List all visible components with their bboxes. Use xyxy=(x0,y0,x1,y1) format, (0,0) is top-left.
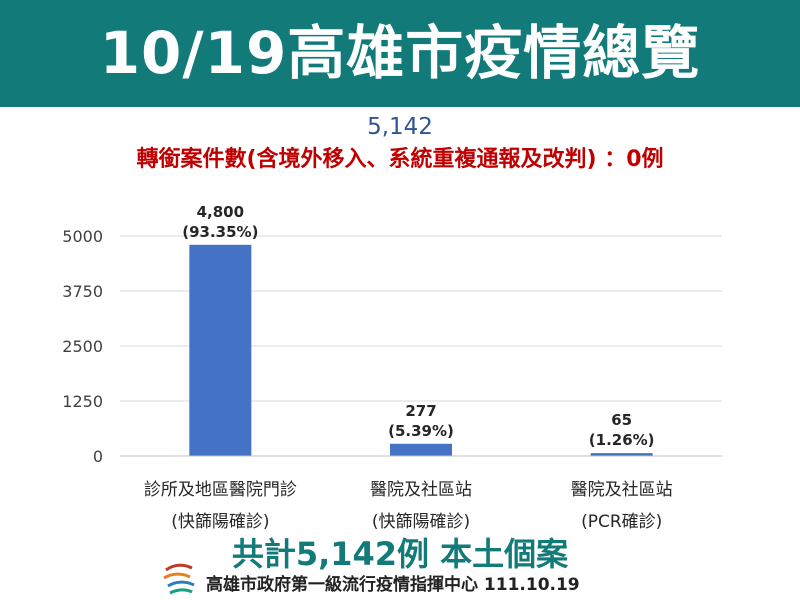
header-banner xyxy=(0,0,800,107)
y-tick-label: 0 xyxy=(93,447,103,466)
footer: 高雄市政府第一級流行疫情指揮中心 111.10.19 xyxy=(0,572,800,598)
bar-value-label: 4,800 xyxy=(197,203,244,221)
y-tick-label: 5000 xyxy=(62,227,103,246)
total-count: 5,142 xyxy=(367,114,433,140)
bar-percent-label: (1.26%) xyxy=(589,431,655,449)
x-category-label: (快篩陽確診) xyxy=(372,512,470,532)
page-title: 10/19高雄市疫情總覽 xyxy=(99,19,701,87)
bar xyxy=(189,244,252,456)
y-tick-label: 2500 xyxy=(62,337,103,356)
bar xyxy=(590,453,653,456)
bar xyxy=(390,443,452,456)
x-category-label: 醫院及社區站 xyxy=(571,480,673,500)
x-category-label: 醫院及社區站 xyxy=(370,480,472,500)
footer-total: 共計5,142例 本土個案 xyxy=(231,535,569,573)
y-tick-label: 1250 xyxy=(62,392,103,411)
footer-org: 高雄市政府第一級流行疫情指揮中心 111.10.19 xyxy=(206,575,580,595)
y-tick-label: 3750 xyxy=(62,282,103,301)
bar-chart: 0 1250 2500 3750 5000 4,800 (93.35%) 診所及地區醫院門診 (… xyxy=(62,203,722,532)
x-category-label: (快篩陽確診) xyxy=(171,512,269,532)
x-category-label: 診所及地區醫院門診 xyxy=(144,480,297,500)
transfer-note: 轉銜案件數(含境外移入、系統重複通報及改判) ：0例 xyxy=(136,147,664,172)
bar-percent-label: (5.39%) xyxy=(388,422,454,440)
bar-value-label: 277 xyxy=(405,402,436,420)
kaohsiung-city-logo-icon xyxy=(163,563,195,595)
x-category-label: (PCR確診) xyxy=(581,512,662,532)
bar-percent-label: (93.35%) xyxy=(182,223,258,241)
bar-value-label: 65 xyxy=(611,411,632,429)
